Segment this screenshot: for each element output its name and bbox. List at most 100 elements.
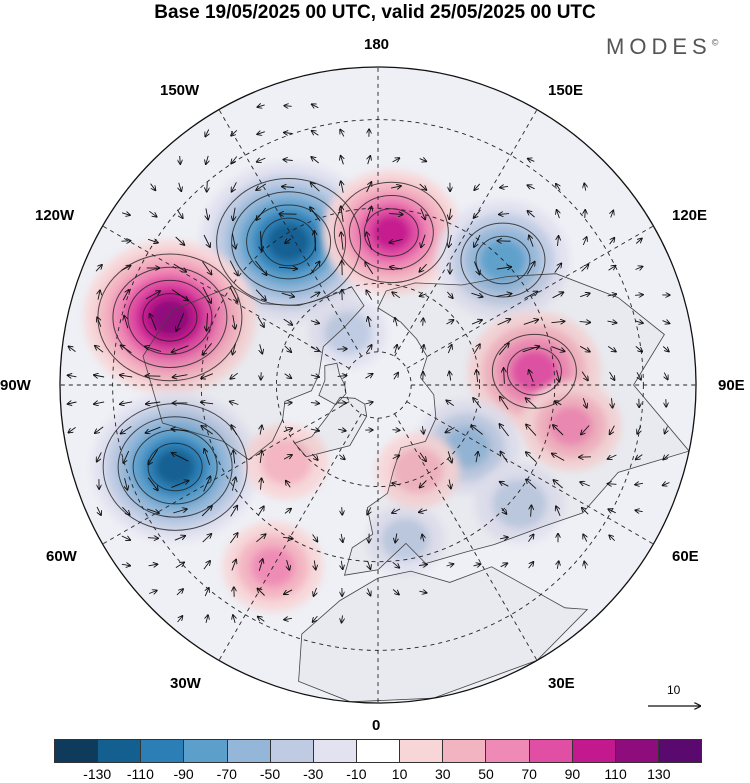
wind-vector — [419, 452, 426, 461]
wind-vector — [68, 427, 76, 432]
wind-vector — [145, 291, 160, 300]
wind-vector — [312, 104, 319, 107]
wind-vector — [473, 564, 481, 566]
wind-vector — [581, 371, 588, 381]
positive-anomaly — [322, 170, 461, 295]
wind-vector — [419, 510, 428, 512]
wind-vector — [496, 267, 511, 269]
wind-vector — [203, 234, 210, 247]
wind-vector — [635, 346, 642, 351]
wind-vector — [474, 183, 481, 190]
wind-vector — [608, 266, 616, 271]
wind-vector — [422, 345, 424, 354]
wind-vector — [556, 184, 560, 191]
wind-vector — [283, 428, 292, 431]
wind-vector — [635, 483, 643, 484]
label-150e: 150E — [548, 82, 584, 99]
wind-vector — [203, 476, 211, 492]
wind-vector — [392, 455, 400, 458]
wind-vector — [607, 294, 617, 296]
wind-vector — [392, 483, 400, 485]
wind-vector — [122, 506, 129, 515]
label-120w: 120W — [35, 207, 75, 224]
wind-vector — [260, 344, 263, 353]
wind-vector — [474, 234, 481, 247]
wind-vector — [341, 156, 344, 165]
wind-vector — [233, 450, 234, 464]
page-title: Base 19/05/2025 00 UTC, valid 25/05/2025… — [154, 2, 596, 23]
wind-vector — [526, 452, 537, 463]
wind-vector — [202, 286, 211, 303]
negative-anomaly — [475, 463, 565, 544]
wind-vector — [175, 562, 184, 568]
wind-vector — [528, 534, 533, 542]
wind-vector — [526, 424, 537, 436]
wind-vector — [555, 401, 562, 405]
wind-vector — [284, 509, 291, 514]
wind-vector — [257, 158, 266, 162]
wind-vector — [557, 210, 560, 219]
wind-vector — [233, 315, 235, 329]
wind-vector — [368, 156, 371, 165]
wind-vector — [449, 372, 450, 381]
wind-vector — [524, 292, 538, 299]
colorbar-tick-label: 130 — [647, 766, 671, 782]
wind-vector — [392, 561, 400, 568]
wind-vector — [422, 426, 423, 434]
wind-vector — [121, 213, 130, 215]
wind-vector — [340, 130, 344, 137]
wind-vector — [260, 451, 262, 464]
wind-vector — [255, 289, 266, 301]
wind-vector — [474, 209, 481, 218]
wind-vector — [148, 449, 159, 465]
wind-vector — [471, 320, 482, 325]
wind-vector — [420, 480, 427, 488]
wind-vector — [147, 477, 158, 491]
wind-vector — [556, 506, 561, 516]
wind-vector — [635, 239, 642, 244]
wind-vector — [368, 588, 371, 595]
wind-vector — [365, 207, 371, 222]
wind-vector — [231, 560, 236, 571]
wind-vector — [283, 318, 293, 325]
wind-vector — [232, 182, 237, 191]
colorbar-swatch — [356, 740, 401, 762]
negative-anomaly — [366, 504, 445, 575]
wind-vector — [314, 231, 315, 252]
wind-vector — [312, 131, 319, 136]
wind-vector — [395, 345, 397, 354]
wind-vector — [257, 316, 264, 327]
wind-vectors — [68, 104, 670, 623]
wind-vector — [124, 316, 129, 329]
wind-vector — [636, 454, 643, 460]
wind-vector — [233, 343, 236, 355]
wind-vector — [583, 237, 586, 246]
wind-vector — [310, 292, 320, 298]
wind-vector — [610, 425, 615, 435]
wind-vector — [634, 321, 643, 323]
wind-vector — [579, 322, 591, 323]
wind-vector — [368, 560, 371, 569]
brand-logo: MODES© — [606, 34, 719, 59]
wind-vector — [287, 559, 290, 570]
colorbar-tick-label: -50 — [259, 766, 281, 782]
wind-vector — [473, 344, 480, 355]
wind-vector — [366, 290, 373, 300]
wind-vector — [580, 293, 590, 296]
wind-vector — [206, 208, 208, 220]
wind-vector — [552, 292, 564, 299]
colorbar-tick-label: -70 — [216, 766, 237, 782]
wind-vector — [202, 534, 212, 543]
wind-vector — [500, 482, 509, 487]
wind-vector — [172, 453, 189, 462]
wind-vector — [310, 429, 319, 431]
wind-vector — [310, 321, 319, 324]
wind-vector — [310, 262, 319, 275]
wind-vector — [342, 615, 343, 622]
colorbar-tick-label: 110 — [604, 766, 627, 782]
label-150w: 150W — [160, 82, 200, 99]
wind-vector — [449, 234, 452, 247]
wind-vector — [177, 616, 183, 623]
colorbar-swatch — [400, 740, 444, 762]
colorbar-tick-label: 90 — [564, 766, 581, 782]
